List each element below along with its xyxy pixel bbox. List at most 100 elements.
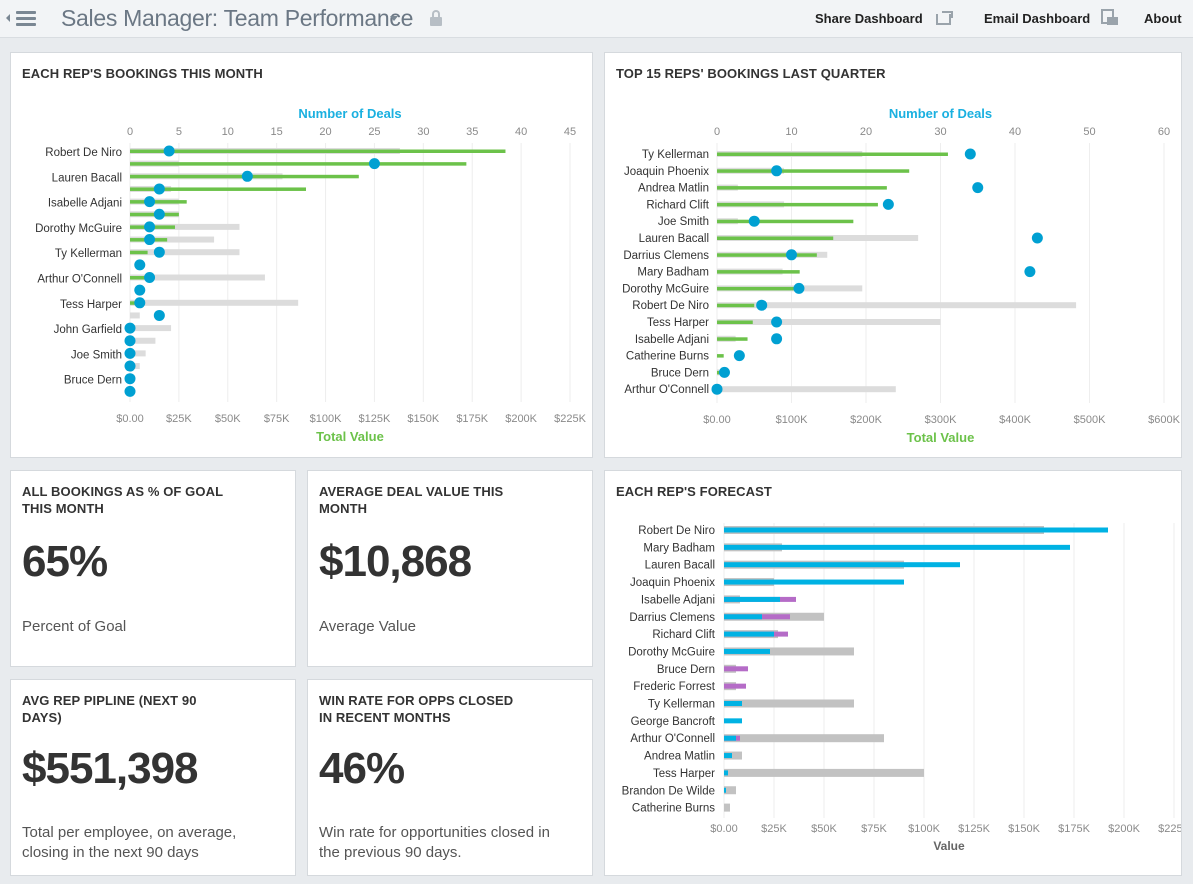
deals-point	[124, 385, 136, 397]
category-label: Arthur O'Connell	[630, 733, 715, 745]
forecast-bar-blue	[724, 614, 762, 620]
category-label: Catherine Burns	[626, 351, 709, 363]
deals-point	[153, 246, 165, 258]
value-tick-label: $200K	[850, 414, 882, 426]
deals-tick-label: 5	[176, 126, 182, 138]
rep-pipeline-tile: AVG REP PIPLINE (NEXT 90 DAYS) $551,398 T…	[10, 679, 296, 876]
top-reps-last-quarter-chart: $0.00 $100K $200K $300K $400K $500K $600K 0 10 20…	[622, 106, 1180, 445]
bookings-this-month-chart: $0.00 $25K $50K $75K $100K $125K $150K $175K $20…	[35, 106, 586, 444]
value-tick-label: $25K	[166, 413, 192, 425]
value-tick-label: $175K	[456, 413, 488, 425]
forecast-bar-gray	[724, 647, 854, 656]
value-tick-label: $225K	[1158, 823, 1181, 835]
category-label: Catherine Burns	[632, 803, 715, 815]
category-label: Mary Badham	[637, 267, 709, 279]
forecast-bar-blue	[724, 701, 742, 706]
value-bar-green	[130, 200, 187, 204]
bookings-this-month-panel: EACH REP'S BOOKINGS THIS MONTH $0.00 $25K…	[10, 52, 593, 458]
value-tick-label: $150K	[1008, 823, 1040, 835]
deals-tick-label: 25	[368, 126, 380, 138]
deals-point	[124, 335, 136, 347]
value-bar-gray	[717, 302, 1077, 309]
category-label: Bruce Dern	[64, 375, 122, 387]
category-label: Darrius Clemens	[623, 250, 709, 262]
category-label: Darrius Clemens	[629, 612, 715, 624]
category-label: Joe Smith	[71, 349, 122, 361]
value-tick-label: $200K	[505, 413, 537, 425]
deals-tick-label: 20	[860, 126, 872, 138]
dashboard-title: Sales Manager: Team Performance	[61, 5, 414, 31]
share-dashboard-button[interactable]: Share Dashboard	[815, 11, 923, 26]
deals-point	[153, 208, 165, 220]
forecast-bar-gray	[724, 734, 884, 743]
deals-tick-label: 10	[222, 126, 234, 138]
value-bar-green	[717, 253, 817, 257]
deals-point	[163, 145, 175, 157]
deals-point	[1031, 232, 1043, 244]
value-tick-label: $150K	[407, 413, 439, 425]
category-label: Mary Badham	[643, 542, 715, 554]
x-axis-title: Value	[933, 839, 965, 853]
forecast-bar-purple	[724, 683, 746, 689]
category-label: Bruce Dern	[657, 664, 715, 676]
value-tick-label: $400K	[999, 414, 1031, 426]
deals-point	[771, 333, 783, 345]
category-label: Andrea Matlin	[638, 183, 709, 195]
value-bar-gray	[130, 223, 240, 230]
deals-point	[733, 350, 745, 362]
value-bar-green	[717, 320, 753, 324]
category-label: Tess Harper	[60, 299, 122, 311]
deals-tick-label: 60	[1158, 126, 1170, 138]
forecast-bar-blue	[724, 544, 1070, 550]
tile-title-line2: DAYS)	[22, 710, 62, 725]
category-label: John Garfield	[54, 324, 122, 336]
panel-title: TOP 15 REPS' BOOKINGS LAST QUARTER	[616, 66, 886, 81]
deals-point	[144, 196, 156, 208]
value-tick-label: $0.00	[703, 414, 731, 426]
value-tick-label: $125K	[958, 823, 990, 835]
email-icon[interactable]	[1101, 9, 1118, 26]
deals-tick-label: 20	[319, 126, 331, 138]
deals-tick-label: 15	[271, 126, 283, 138]
tile-title-line1: WIN RATE FOR OPPS CLOSED	[319, 693, 514, 708]
tile-desc-line1: Total per employee, on average,	[22, 824, 237, 841]
value-tick-label: $600K	[1148, 414, 1180, 426]
dashboard-dropdown-chevron-icon[interactable]	[390, 16, 398, 21]
deals-tick-label: 30	[417, 126, 429, 138]
category-label: Arthur O'Connell	[624, 384, 709, 396]
forecast-bar-gray	[724, 786, 736, 795]
average-deal-value: $10,868	[319, 537, 472, 586]
value-bar-green	[130, 250, 148, 255]
value-bar-green	[130, 276, 148, 280]
deals-point	[241, 170, 253, 182]
bottom-axis-title: Total Value	[316, 429, 384, 444]
deals-point	[124, 360, 136, 372]
forecast-bar-blue	[724, 718, 742, 724]
value-bar-green	[130, 187, 306, 191]
about-button[interactable]: About	[1144, 11, 1182, 26]
deals-point	[124, 347, 136, 359]
forecast-bar-blue	[724, 527, 1108, 533]
value-bar-gray	[130, 299, 299, 306]
lock-icon[interactable]	[430, 10, 442, 26]
forecast-bar-blue	[724, 579, 904, 585]
share-icon[interactable]	[936, 10, 954, 26]
menu-icon[interactable]	[4, 8, 38, 30]
forecast-bar-gray	[724, 699, 854, 708]
deals-tick-label: 10	[785, 126, 797, 138]
value-bar-green	[130, 149, 506, 153]
deals-point	[153, 183, 165, 195]
value-bar-green	[717, 186, 887, 190]
value-bar-green	[717, 270, 800, 274]
top-axis-title: Number of Deals	[298, 106, 401, 121]
category-label: Ty Kellerman	[642, 149, 709, 161]
forecast-bar-blue	[724, 787, 726, 793]
email-dashboard-button[interactable]: Email Dashboard	[984, 11, 1091, 26]
deals-point	[964, 148, 976, 160]
deals-point	[786, 249, 797, 261]
category-label: Frederic Forrest	[633, 681, 716, 693]
forecast-bar-gray	[724, 751, 742, 760]
value-bar-gray	[130, 350, 146, 357]
deals-point	[368, 158, 380, 170]
value-tick-label: $125K	[359, 413, 391, 425]
